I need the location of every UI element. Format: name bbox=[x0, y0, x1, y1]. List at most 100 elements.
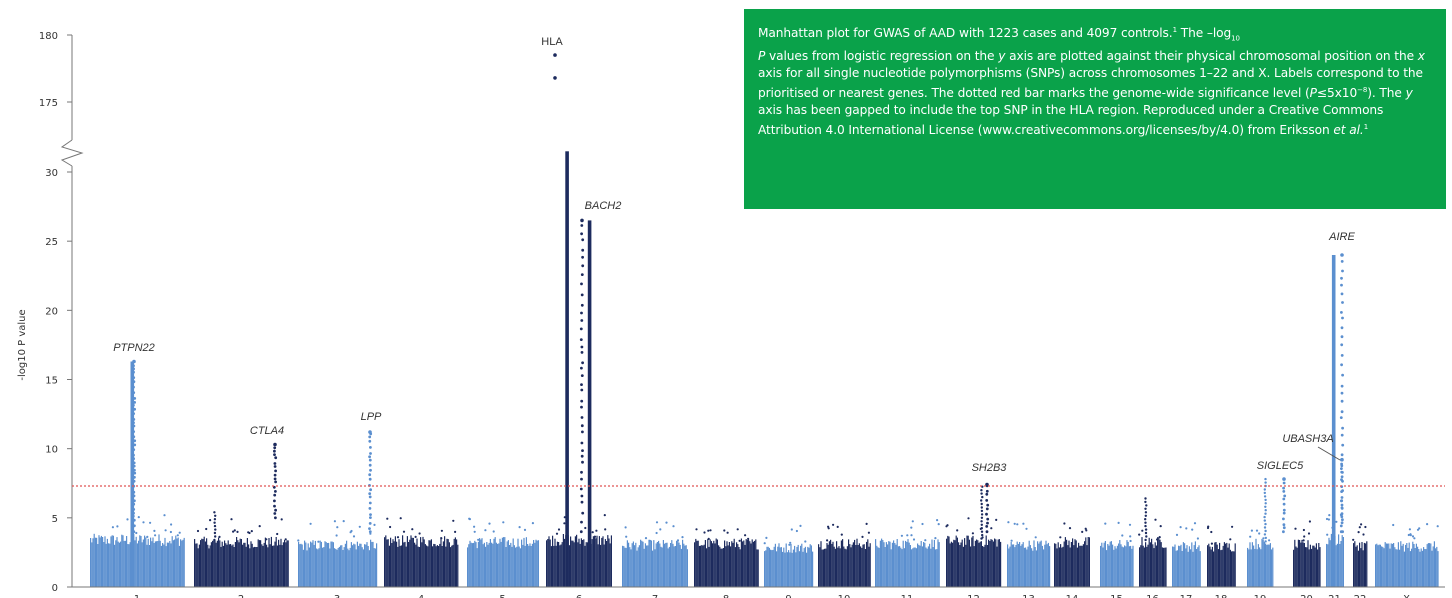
snp-density-bar bbox=[954, 540, 956, 587]
snp-density-bar bbox=[307, 543, 309, 587]
snp-density-bar bbox=[984, 544, 986, 587]
snp-density-bar bbox=[1187, 551, 1189, 587]
snp-density-bar bbox=[1062, 546, 1064, 587]
snp-density-bar bbox=[686, 549, 688, 587]
snp-density-bar bbox=[556, 541, 558, 587]
snp-density-bar bbox=[1122, 547, 1124, 587]
snp-point-bach2 bbox=[581, 248, 585, 252]
snp-density-bar bbox=[840, 540, 842, 587]
snp-point bbox=[1034, 536, 1037, 539]
snp-point bbox=[709, 529, 712, 532]
snp-point bbox=[900, 534, 904, 537]
snp-density-bar bbox=[164, 537, 166, 587]
snp-point-bach2 bbox=[580, 366, 583, 370]
snp-point bbox=[488, 522, 491, 525]
snp-density-bar bbox=[528, 545, 530, 587]
snp-density-bar bbox=[1335, 545, 1337, 587]
snp-density-bar bbox=[1087, 537, 1089, 587]
snp-density-bar bbox=[1023, 547, 1025, 587]
snp-density-bar bbox=[146, 544, 148, 587]
snp-point-bach2 bbox=[581, 449, 584, 452]
x-tick-label: 18 bbox=[1215, 594, 1228, 598]
snp-point-aire bbox=[1341, 269, 1344, 273]
snp-density-bar bbox=[456, 539, 458, 587]
snp-density-bar bbox=[1366, 541, 1368, 587]
snp-density-bar bbox=[772, 549, 774, 587]
snp-density-bar bbox=[933, 539, 935, 587]
snp-density-bar bbox=[671, 540, 673, 587]
chromosome-7-points bbox=[622, 521, 688, 587]
snp-density-bar bbox=[482, 544, 484, 587]
snp-point bbox=[924, 539, 927, 542]
snp-density-bar bbox=[163, 544, 165, 587]
snp-density-bar bbox=[418, 547, 420, 587]
snp-density-bar bbox=[807, 546, 809, 587]
snp-density-bar bbox=[1302, 542, 1304, 587]
snp-point bbox=[790, 528, 793, 531]
snp-point-aire bbox=[1340, 384, 1344, 388]
snp-density-bar bbox=[242, 544, 244, 587]
snp-point bbox=[1263, 495, 1267, 498]
snp-density-bar bbox=[1247, 547, 1249, 587]
snp-density-bar bbox=[591, 539, 593, 587]
snp-density-bar bbox=[423, 539, 425, 587]
snp-density-bar bbox=[275, 537, 277, 587]
snp-density-bar bbox=[779, 547, 781, 587]
snp-density-bar bbox=[329, 548, 331, 587]
snp-density-bar bbox=[720, 548, 722, 587]
snp-density-bar bbox=[240, 539, 242, 587]
snp-density-bar bbox=[977, 540, 979, 587]
snp-density-bar bbox=[454, 537, 456, 587]
snp-density-bar bbox=[990, 539, 992, 587]
snp-density-bar bbox=[124, 540, 126, 587]
snp-point-ptpn22 bbox=[132, 430, 136, 433]
snp-density-bar bbox=[503, 537, 505, 587]
snp-density-bar bbox=[818, 544, 820, 587]
snp-density-bar bbox=[583, 539, 585, 587]
snp-point-ptpn22 bbox=[132, 364, 135, 368]
snp-density-bar bbox=[893, 540, 895, 587]
snp-density-bar bbox=[1362, 550, 1364, 587]
snp-density-bar bbox=[1381, 546, 1383, 587]
snp-point-bach2 bbox=[580, 282, 583, 286]
snp-density-bar bbox=[1339, 544, 1341, 587]
snp-point bbox=[1104, 522, 1107, 525]
snp-density-bar bbox=[308, 547, 310, 587]
snp-density-bar bbox=[488, 542, 490, 587]
snp-density-bar bbox=[725, 546, 727, 587]
snp-density-bar bbox=[136, 543, 138, 587]
snp-density-bar bbox=[1329, 540, 1331, 587]
snp-density-bar bbox=[439, 543, 441, 587]
snp-density-bar bbox=[726, 541, 728, 587]
snp-density-bar bbox=[391, 543, 393, 587]
snp-density-bar bbox=[550, 546, 552, 587]
snp-density-bar bbox=[915, 548, 917, 587]
snp-density-bar bbox=[1387, 543, 1389, 587]
snp-density-bar bbox=[1148, 537, 1150, 587]
snp-density-bar bbox=[683, 543, 685, 587]
snp-density-bar bbox=[1407, 547, 1409, 587]
snp-point-aire bbox=[1341, 373, 1344, 377]
snp-density-bar bbox=[209, 545, 211, 587]
gene-label-lpp: LPP bbox=[361, 411, 382, 423]
snp-point-siglec5 bbox=[1283, 494, 1287, 498]
snp-point bbox=[1179, 526, 1182, 529]
peak-point-sh2b3 bbox=[985, 482, 989, 487]
snp-density-bar bbox=[1263, 541, 1265, 587]
snp-point-lpp bbox=[369, 513, 372, 516]
snp-point-lpp bbox=[368, 527, 371, 530]
snp-density-bar bbox=[695, 538, 697, 587]
snp-density-bar bbox=[260, 540, 262, 587]
snp-density-bar bbox=[447, 539, 449, 587]
snp-point bbox=[644, 537, 648, 540]
snp-point-aire bbox=[1341, 471, 1344, 474]
snp-density-bar bbox=[809, 544, 811, 587]
snp-density-bar bbox=[678, 542, 680, 587]
snp-point-ptpn22 bbox=[132, 511, 135, 515]
snp-density-bar bbox=[147, 538, 149, 587]
snp-density-bar bbox=[1115, 548, 1117, 587]
snp-density-bar bbox=[595, 538, 597, 587]
snp-point bbox=[747, 537, 750, 541]
snp-points bbox=[90, 53, 1439, 588]
snp-point-ptpn22 bbox=[132, 453, 135, 457]
